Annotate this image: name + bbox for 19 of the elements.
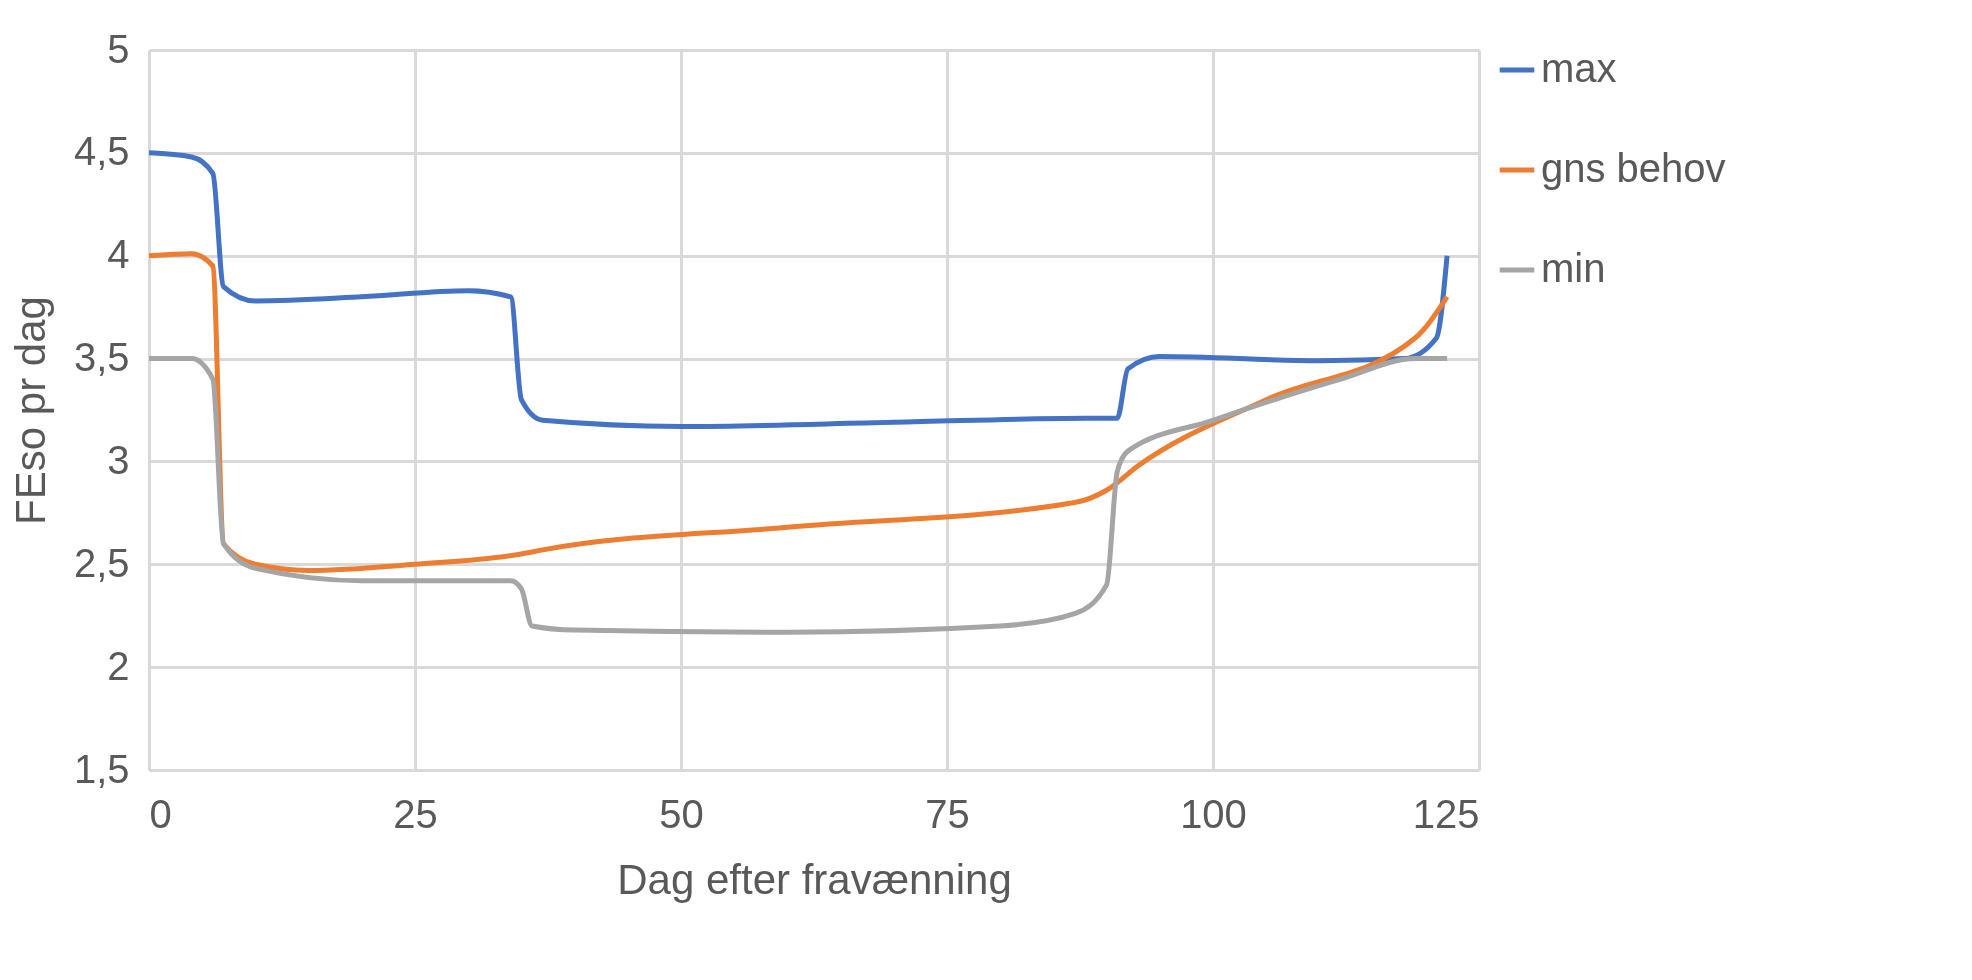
x-tick-label: 125 bbox=[1412, 791, 1480, 836]
legend-label: max bbox=[1541, 46, 1617, 90]
y-tick-label: 5 bbox=[107, 26, 130, 71]
x-tick-label: 75 bbox=[925, 791, 970, 836]
y-tick-label: 2 bbox=[107, 643, 130, 688]
y-tick-label: 2,5 bbox=[73, 540, 130, 585]
x-tick-label: 100 bbox=[1180, 791, 1247, 836]
x-tick-label: 25 bbox=[393, 791, 438, 836]
y-tick-label: 1,5 bbox=[73, 746, 130, 791]
x-axis-title: Dag efter fravænning bbox=[617, 855, 1012, 903]
y-tick-label: 3,5 bbox=[73, 335, 130, 380]
y-tick-label: 3 bbox=[107, 437, 130, 482]
legend-label: min bbox=[1541, 246, 1606, 290]
y-axis-title: FEso pr dag bbox=[6, 296, 54, 525]
x-tick-label: 0 bbox=[149, 791, 172, 836]
y-tick-label: 4,5 bbox=[73, 129, 130, 174]
x-tick-label: 50 bbox=[659, 791, 704, 836]
y-tick-label: 4 bbox=[107, 232, 130, 277]
legend-label: gns behov bbox=[1541, 146, 1726, 190]
